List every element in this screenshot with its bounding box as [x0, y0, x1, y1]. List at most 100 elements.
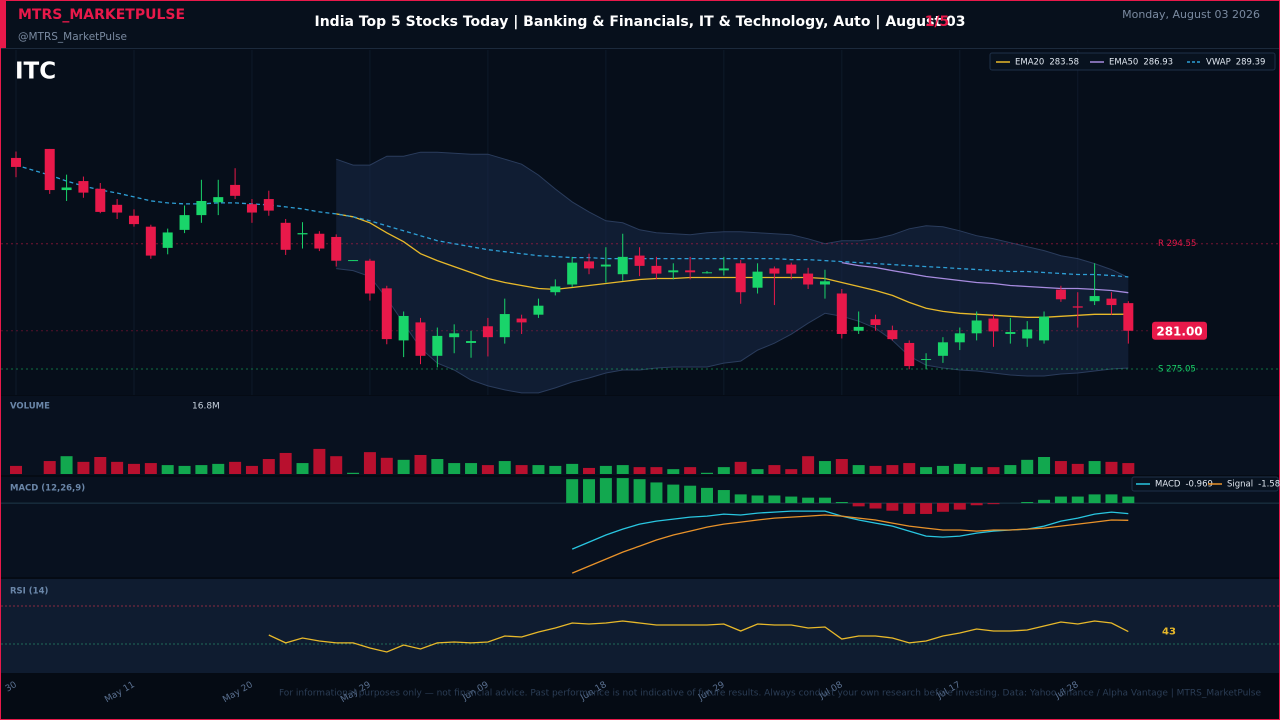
- volume-bar: [768, 465, 781, 474]
- candle-body: [196, 200, 207, 216]
- candle-body: [516, 318, 527, 323]
- candle-body: [499, 314, 510, 338]
- candle-body: [668, 270, 679, 273]
- volume-bar: [515, 465, 528, 474]
- histogram-bar: [616, 478, 629, 504]
- volume-bar: [178, 465, 191, 474]
- volume-bar: [852, 465, 865, 474]
- page-counter: 1/5: [925, 14, 950, 30]
- candle-body: [954, 333, 965, 343]
- histogram-bar: [869, 503, 882, 509]
- histogram-bar: [700, 487, 713, 504]
- candle-body: [145, 226, 156, 256]
- candle-body: [432, 335, 443, 356]
- rsi-line: [268, 620, 1129, 653]
- volume-bar: [363, 452, 376, 474]
- legend-label: EMA20: [1015, 58, 1044, 68]
- candle-body: [263, 199, 274, 211]
- histogram-bar: [1054, 496, 1067, 504]
- candle-body: [415, 322, 426, 356]
- volume-bar: [616, 465, 629, 474]
- candle-body: [482, 326, 493, 338]
- volume-bar: [397, 459, 410, 474]
- legend-value: -0.969: [1185, 480, 1212, 490]
- candle-body: [550, 286, 561, 293]
- histogram-bar: [650, 482, 663, 504]
- volume-bar: [684, 467, 697, 474]
- level-label: R 294.55: [1158, 239, 1196, 249]
- page-title: India Top 5 Stocks Today | Banking & Fin…: [315, 14, 966, 30]
- rsi-panel: [1, 579, 1279, 673]
- date: Monday, August 03 2026: [1122, 8, 1260, 21]
- candle-body: [752, 271, 763, 288]
- candle-body: [162, 232, 173, 248]
- histogram-bar: [751, 495, 764, 504]
- x-tick-label: May 11: [103, 680, 137, 705]
- volume-bar: [296, 463, 309, 474]
- volume-bar: [43, 461, 56, 474]
- volume-bar: [650, 467, 663, 474]
- candle-body: [1005, 332, 1016, 334]
- legend-box: [1131, 476, 1279, 492]
- panel-title: MACD (12,26,9): [10, 484, 85, 494]
- candle-body: [651, 265, 662, 274]
- candle-body: [466, 341, 477, 343]
- candle-body: [971, 320, 982, 334]
- symbol: ITC: [15, 59, 56, 85]
- candle-body: [921, 359, 932, 361]
- footer: For informational purposes only — not fi…: [279, 689, 1262, 699]
- candle-body: [348, 260, 359, 262]
- candle-body: [533, 305, 544, 315]
- histogram-bar: [734, 494, 747, 504]
- volume-bar: [566, 463, 579, 474]
- candle-body: [786, 264, 797, 274]
- volume-bar: [313, 448, 326, 474]
- volume-bar: [633, 467, 646, 474]
- header-accent: [1, 1, 6, 48]
- candle-body: [78, 181, 89, 193]
- histogram-bar: [768, 495, 781, 504]
- x-tick-label: May 20: [221, 680, 255, 705]
- volume-bar: [229, 461, 242, 474]
- histogram-bar: [1122, 496, 1135, 504]
- volume-bar: [212, 463, 225, 474]
- legend-label: EMA50: [1109, 58, 1138, 68]
- candle-body: [1055, 289, 1066, 300]
- candle-body: [331, 236, 342, 261]
- last-price-tag: [1152, 321, 1207, 340]
- histogram-bar: [920, 503, 933, 514]
- y-tick-label: 16.8M: [192, 402, 220, 412]
- last-value-label: 43: [1162, 627, 1176, 638]
- volume-bar: [599, 465, 612, 474]
- legend-value: -1.580: [1258, 480, 1280, 490]
- candle-body: [735, 263, 746, 293]
- candle-body: [634, 255, 645, 266]
- candle-body: [1106, 298, 1117, 306]
- volume-bar: [448, 463, 461, 474]
- volume-bar: [465, 463, 478, 474]
- panel-title: VOLUME: [10, 402, 50, 412]
- histogram-bar: [667, 484, 680, 504]
- histogram-bar: [583, 479, 596, 504]
- histogram-bar: [802, 497, 815, 504]
- volume-bar: [279, 452, 292, 474]
- handle: @MTRS_MarketPulse: [18, 31, 127, 43]
- volume-bar: [1088, 461, 1101, 474]
- panel-title: RSI (14): [10, 587, 49, 597]
- volume-bar: [835, 459, 848, 474]
- volume-bar: [380, 457, 393, 474]
- volume-bar: [111, 461, 124, 474]
- candle-body: [246, 204, 257, 213]
- candle-body: [685, 270, 696, 273]
- overlay-line: [15, 164, 1129, 278]
- band-area: [336, 152, 1129, 393]
- histogram-bar: [599, 478, 612, 504]
- volume-bar: [987, 467, 1000, 474]
- volume-bar: [347, 472, 360, 474]
- candle-body: [937, 342, 948, 356]
- legend-value: 286.93: [1143, 58, 1173, 68]
- legend-label: Signal: [1227, 480, 1253, 490]
- candle-body: [381, 288, 392, 340]
- volume-bar: [920, 467, 933, 474]
- histogram-bar: [903, 503, 916, 514]
